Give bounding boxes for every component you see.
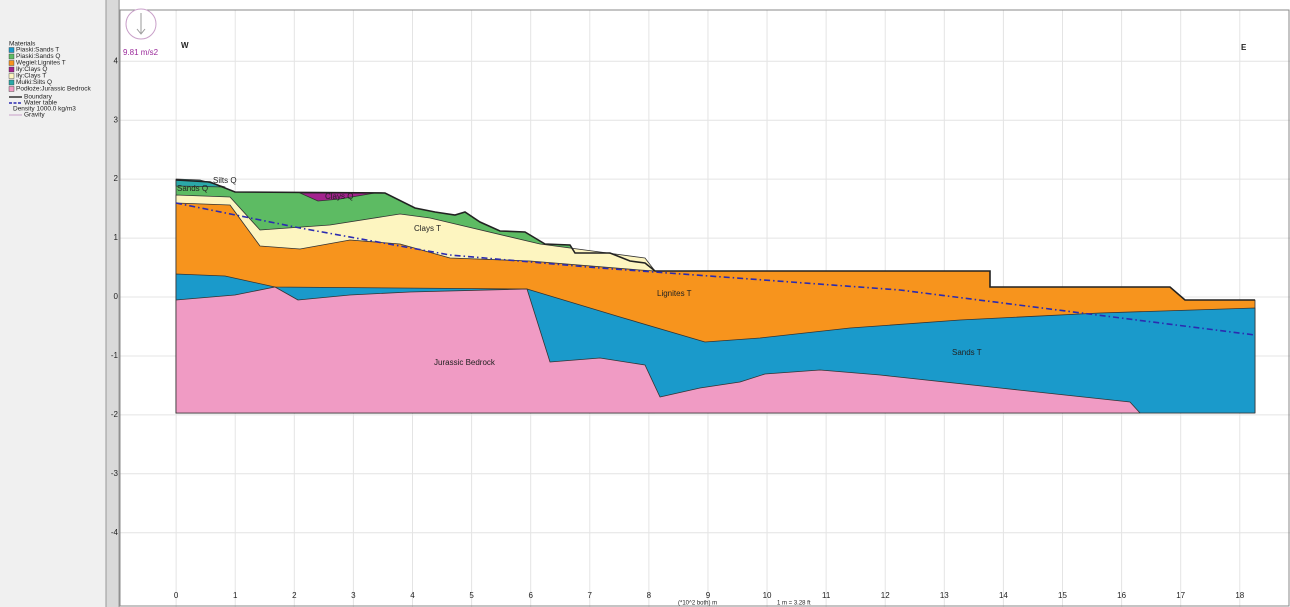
legend-swatch xyxy=(9,67,14,72)
region-label: Silts Q xyxy=(213,176,237,185)
y-tick-label: -4 xyxy=(111,528,119,537)
splitter[interactable] xyxy=(106,0,120,607)
y-tick-label: -2 xyxy=(111,410,119,419)
gravity-label: 9.81 m/s2 xyxy=(123,48,159,57)
x-tick-label: 9 xyxy=(706,591,711,600)
region-label: Clays T xyxy=(414,224,441,233)
legend-swatch xyxy=(9,54,14,59)
x-tick-label: 6 xyxy=(528,591,533,600)
region-label: Sands Q xyxy=(177,184,208,193)
x-tick-label: 10 xyxy=(763,591,772,600)
y-tick-label: 3 xyxy=(114,115,119,124)
x-tick-label: 2 xyxy=(292,591,297,600)
x-tick-label: 8 xyxy=(647,591,652,600)
y-tick-label: -1 xyxy=(111,351,119,360)
x-tick-label: 18 xyxy=(1235,591,1244,600)
x-tick-label: 13 xyxy=(940,591,949,600)
y-tick-label: 0 xyxy=(114,292,119,301)
legend-swatch xyxy=(9,80,14,85)
x-tick-label: 12 xyxy=(881,591,890,600)
x-tick-label: 3 xyxy=(351,591,356,600)
legend-item: Density 1000.0 kg/m3 xyxy=(13,106,76,113)
conversion: 1 m = 3.28 ft xyxy=(777,601,811,607)
legend-item: Gravity xyxy=(24,112,45,119)
x-tick-label: 15 xyxy=(1058,591,1067,600)
x-tick-label: 5 xyxy=(469,591,474,600)
cross-section xyxy=(176,179,1255,413)
east-label: E xyxy=(1241,43,1247,52)
y-tick-label: 1 xyxy=(114,233,119,242)
legend-swatch xyxy=(9,48,14,53)
x-tick-label: 17 xyxy=(1176,591,1185,600)
legend-item: Podłoże:Jurassic Bedrock xyxy=(16,86,92,93)
legend-swatch xyxy=(9,74,14,79)
x-unit: (*10^2 both) m xyxy=(678,601,717,607)
x-tick-label: 0 xyxy=(174,591,179,600)
y-tick-label: 2 xyxy=(114,174,119,183)
region-label: Jurassic Bedrock xyxy=(434,358,496,367)
region-label: Clays Q xyxy=(325,192,353,201)
x-tick-label: 7 xyxy=(588,591,593,600)
y-tick-label: -3 xyxy=(111,469,119,478)
x-tick-label: 4 xyxy=(410,591,415,600)
legend-swatch xyxy=(9,87,14,92)
west-label: W xyxy=(181,41,189,50)
x-tick-label: 14 xyxy=(999,591,1008,600)
x-tick-label: 11 xyxy=(822,591,831,600)
x-tick-label: 16 xyxy=(1117,591,1126,600)
region-label: Lignites T xyxy=(657,289,692,298)
x-tick-label: 1 xyxy=(233,591,238,600)
y-tick-label: 4 xyxy=(114,56,119,65)
legend-swatch xyxy=(9,61,14,66)
screen: 9.81 m/s2 W E Silts Q Sands Q Clays Q Cl… xyxy=(0,0,1290,607)
region-label: Sands T xyxy=(952,348,982,357)
